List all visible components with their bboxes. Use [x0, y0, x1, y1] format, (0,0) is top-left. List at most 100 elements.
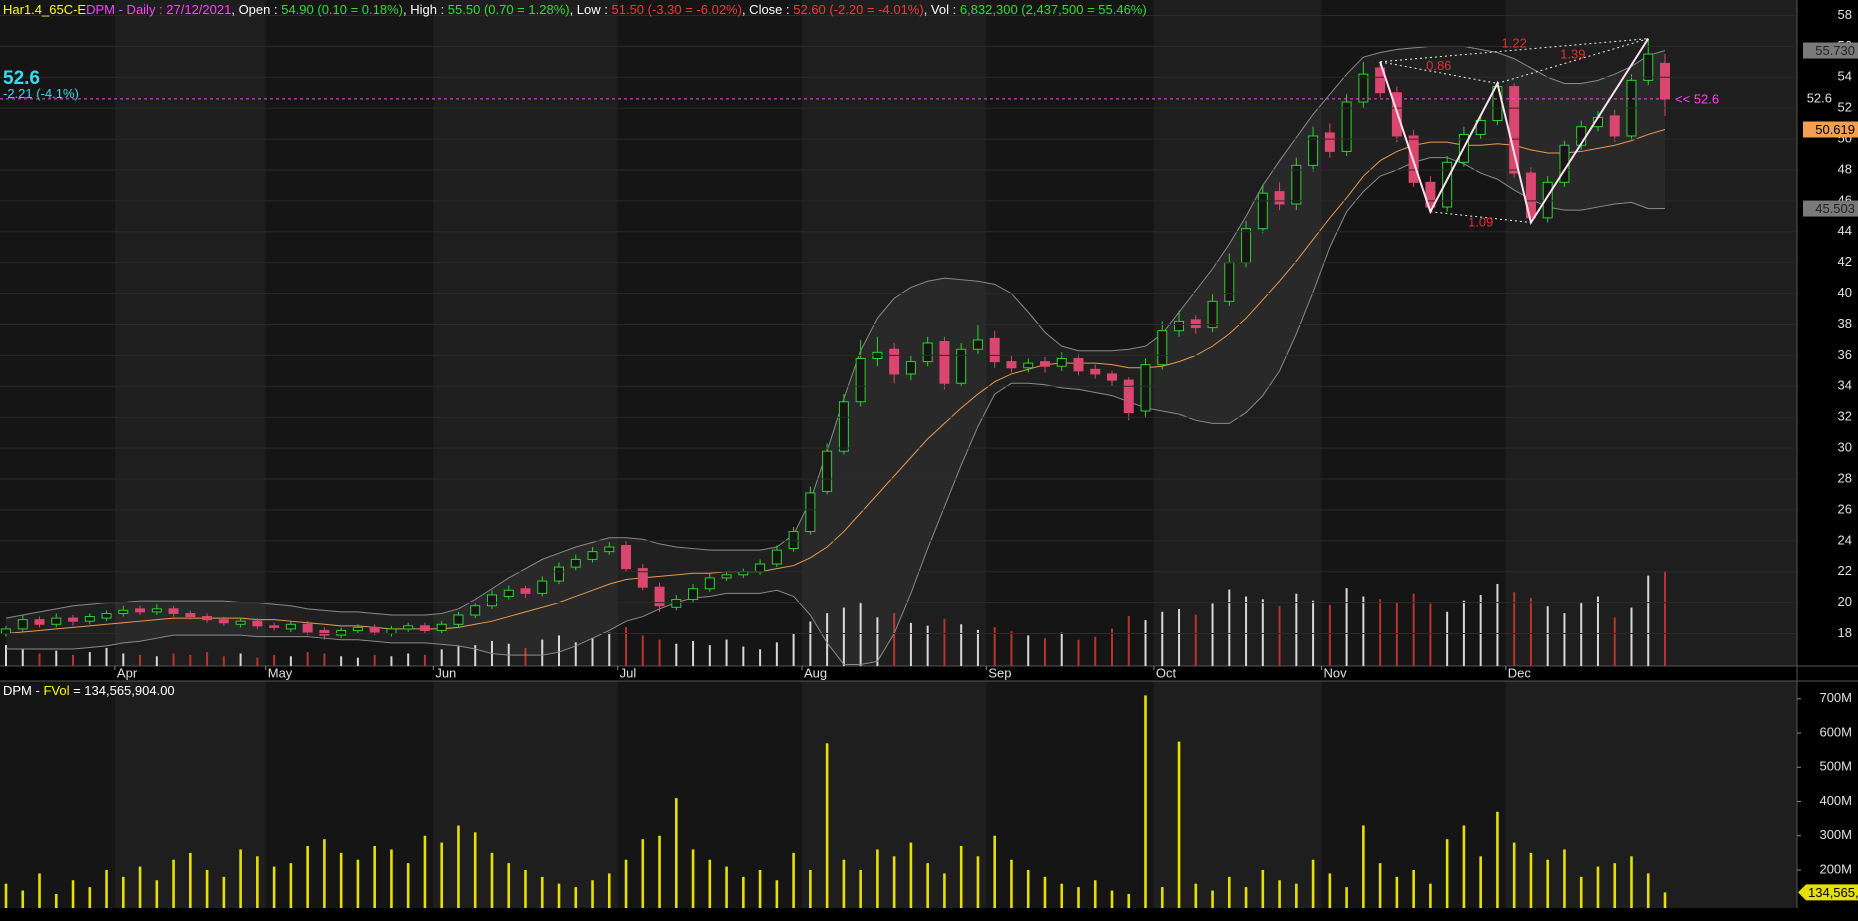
volume-bar [1077, 639, 1080, 666]
fvol-bar [54, 893, 58, 908]
volume-bar [155, 656, 158, 666]
fvol-bar [1378, 863, 1382, 908]
badge [1803, 200, 1858, 217]
candle-body [302, 623, 313, 633]
fvol-bar [88, 887, 92, 908]
indicator-line [5, 45, 1666, 619]
last-value-badge [1798, 884, 1858, 901]
candle-body [1660, 62, 1670, 100]
candle-body [1358, 73, 1369, 103]
y-tick-label: 30 [1838, 440, 1852, 455]
x-tick-label: Aug [804, 665, 827, 680]
candle-body [135, 608, 146, 613]
pattern-label: 1.39 [1560, 46, 1585, 61]
candle-body [1308, 135, 1319, 166]
volume-bar [608, 632, 611, 666]
volume-bar [591, 638, 594, 666]
volume-bar [1429, 603, 1432, 666]
volume-bar [675, 643, 678, 666]
candle-body [51, 617, 62, 625]
candle-body [1341, 101, 1352, 152]
fvol-bar [725, 866, 728, 908]
fvol-bar [490, 852, 494, 908]
candle-body [1492, 86, 1503, 122]
volume-bar [625, 627, 628, 666]
fvol-bar [373, 846, 376, 908]
fvol-bar [892, 856, 896, 908]
volume-bar [1261, 599, 1264, 666]
candle-body [218, 619, 229, 624]
fvol-bar [239, 849, 242, 908]
volume-bar [926, 625, 929, 666]
fvol-bar [524, 869, 527, 908]
indicator-line [6, 157, 1666, 665]
candle-body [503, 589, 514, 597]
y-tick-label: 18 [1838, 625, 1852, 640]
fvol-bar [943, 873, 946, 908]
volume-bar [1664, 571, 1666, 666]
volume-bar [222, 656, 225, 666]
candle-body [1090, 368, 1101, 375]
volume-bar [1412, 593, 1415, 666]
axis-price: 52.6 [1807, 90, 1832, 105]
candle-body [202, 616, 213, 621]
fvol-bar [38, 873, 41, 908]
candle-body [486, 594, 497, 607]
volume-bar [423, 654, 426, 666]
candle-body [252, 620, 263, 627]
fvol-bar [172, 859, 175, 908]
candle-body [1157, 330, 1168, 366]
candle-body [989, 337, 1000, 363]
y-tick-label: 22 [1838, 563, 1852, 578]
pattern-label: 1.09 [1468, 215, 1493, 230]
fvol-bar [256, 856, 259, 908]
fvol-bar [959, 846, 963, 908]
candle-body [822, 450, 833, 492]
badge-label: 50.619 [1815, 122, 1855, 137]
fvol-bar [1563, 849, 1566, 908]
candle-body [386, 628, 397, 635]
fvol-bar [423, 835, 427, 908]
volume-bar [876, 617, 879, 666]
fvol-bar [323, 839, 326, 908]
fvol-bar [742, 876, 745, 908]
month-band [1153, 0, 1322, 666]
volume-bar [38, 653, 41, 666]
pattern-dashed [1497, 38, 1649, 84]
candle-body [570, 558, 581, 568]
volume-bar [893, 613, 896, 666]
volume-bar [658, 639, 661, 666]
candle-body [84, 616, 95, 622]
candle-body [1, 628, 11, 635]
header-text: = 134,565,904.00 [69, 683, 175, 698]
volume-bar [809, 621, 812, 666]
candle-body [1324, 132, 1335, 152]
candle-body [369, 626, 380, 633]
candle-body [1241, 228, 1252, 264]
volume-bar [558, 635, 560, 666]
candle-body [1056, 357, 1067, 367]
candle-body [554, 566, 564, 582]
volume-bar [759, 649, 762, 666]
candle-body [403, 625, 414, 630]
header-text: , High : [403, 2, 448, 17]
volume-bar [55, 650, 58, 666]
candle-body [905, 361, 916, 375]
candle-body [17, 619, 28, 630]
volume-bar [1194, 614, 1197, 666]
volume-bar [960, 624, 963, 666]
fvol-bar [1228, 876, 1231, 908]
fvol-bar [1244, 887, 1248, 908]
volume-bar [1630, 607, 1633, 666]
fvol-bar [809, 869, 812, 908]
volume-bar [1295, 593, 1298, 666]
fvol-bar [390, 849, 393, 908]
volume-bar [725, 639, 728, 666]
volume-bar [1563, 613, 1566, 666]
fvol-bar [507, 863, 511, 908]
fvol-bar [339, 852, 343, 908]
volume-bar [323, 653, 326, 666]
volume-bar [1278, 606, 1281, 666]
last-price: 52.6 [3, 68, 40, 89]
